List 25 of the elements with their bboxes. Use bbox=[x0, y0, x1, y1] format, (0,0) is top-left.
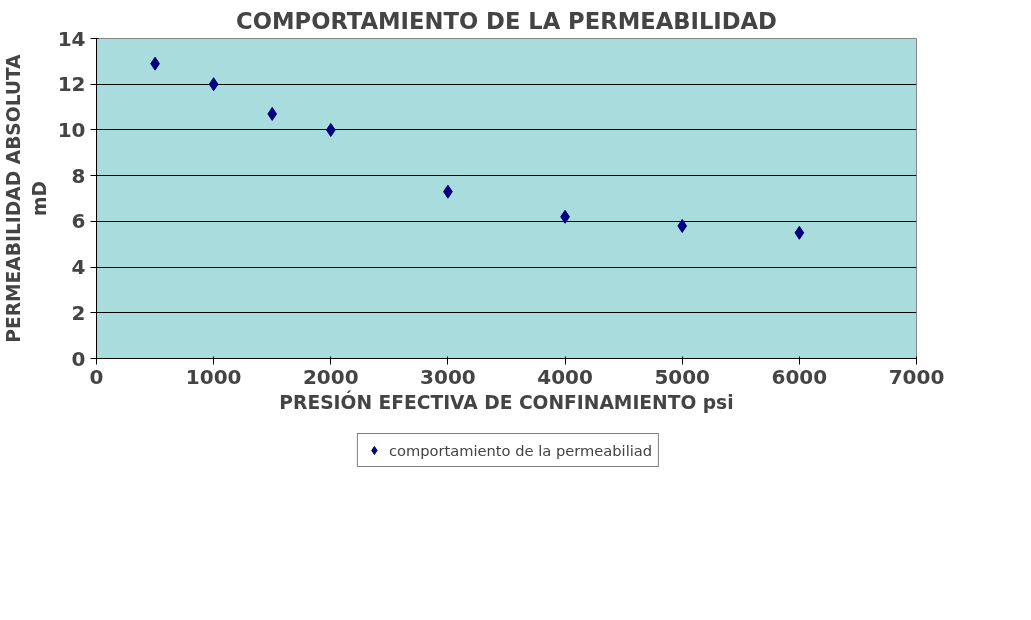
x-tick-label: 6000 bbox=[771, 364, 828, 389]
x-tick-label: 5000 bbox=[654, 364, 711, 389]
y-tick-label: 2 bbox=[71, 300, 86, 325]
y-tick-label: 4 bbox=[71, 255, 86, 280]
legend-label: comportamiento de la permeabiliad bbox=[388, 441, 653, 459]
chart-title: COMPORTAMIENTO DE LA PERMEABILIDAD bbox=[236, 7, 777, 34]
x-tick-label: 4000 bbox=[537, 364, 593, 389]
x-tick-label: 0 bbox=[89, 364, 104, 389]
y-tick-label: 12 bbox=[57, 72, 86, 97]
point bbox=[325, 122, 336, 137]
y-tick-label: 0 bbox=[71, 346, 86, 371]
y-tick-label: 8 bbox=[71, 163, 86, 188]
x-tick-label: 1000 bbox=[185, 364, 242, 389]
x-tick-label: 2000 bbox=[302, 364, 359, 389]
x-tick-label: 3000 bbox=[420, 364, 476, 389]
y-tick-label: 6 bbox=[71, 209, 86, 234]
y-tick-label: 14 bbox=[57, 26, 86, 51]
point bbox=[208, 77, 219, 92]
point bbox=[677, 218, 688, 233]
y-tick-label: 10 bbox=[57, 117, 86, 142]
x-axis-title: PRESIÓN EFECTIVA DE CONFINAMIENTO psi bbox=[279, 389, 734, 413]
x-tick-label: 7000 bbox=[888, 364, 945, 389]
point bbox=[794, 225, 805, 240]
point bbox=[267, 106, 278, 121]
y-axis-title: PERMEABILIDAD ABSOLUTA mD bbox=[3, 53, 50, 343]
